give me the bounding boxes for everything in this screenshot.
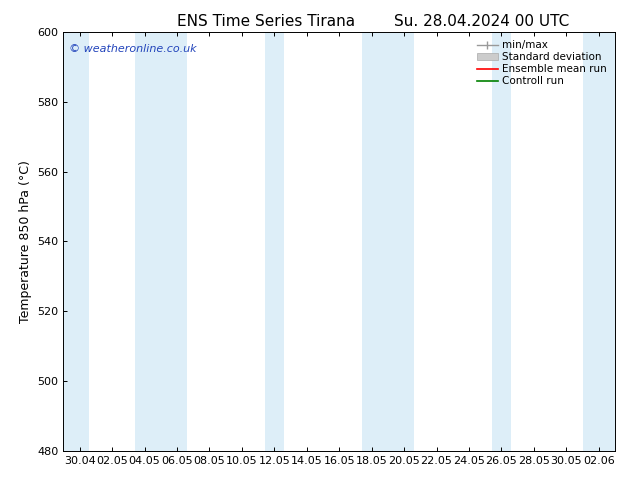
Text: ENS Time Series Tirana: ENS Time Series Tirana	[178, 14, 355, 29]
Bar	[135, 32, 186, 451]
Bar	[63, 32, 89, 451]
Bar	[264, 32, 284, 451]
Text: Su. 28.04.2024 00 UTC: Su. 28.04.2024 00 UTC	[394, 14, 569, 29]
Bar	[583, 32, 615, 451]
Legend: min/max, Standard deviation, Ensemble mean run, Controll run: min/max, Standard deviation, Ensemble me…	[474, 37, 610, 90]
Bar	[362, 32, 414, 451]
Text: © weatheronline.co.uk: © weatheronline.co.uk	[69, 45, 197, 54]
Y-axis label: Temperature 850 hPa (°C): Temperature 850 hPa (°C)	[19, 160, 32, 323]
Bar	[492, 32, 511, 451]
